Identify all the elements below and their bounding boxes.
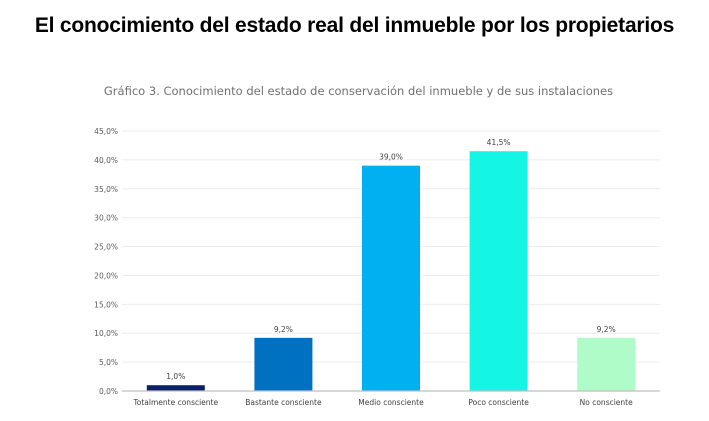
y-tick-label: 45,0% [94,127,118,136]
data-label: 1,0% [166,372,185,381]
y-tick-label: 30,0% [94,214,118,223]
y-tick-label: 40,0% [94,156,118,165]
bar [254,337,313,391]
y-tick-label: 5,0% [99,358,118,367]
bar [577,337,636,391]
x-tick-label: Totalmente consciente [132,398,218,407]
chart-title: Gráfico 3. Conocimiento del estado de co… [103,84,614,98]
y-tick-label: 20,0% [94,271,118,280]
x-tick-label: Poco consciente [468,398,529,407]
page-title: El conocimiento del estado real del inmu… [34,14,675,37]
x-tick-label: No consciente [580,398,633,407]
data-label: 39,0% [379,153,403,162]
x-tick-label: Medio consciente [358,398,424,407]
data-label: 41,5% [487,138,511,147]
bar [362,165,420,391]
bar [469,151,528,391]
data-label: 9,2% [597,325,616,334]
y-tick-label: 15,0% [94,300,118,309]
y-tick-label: 25,0% [94,243,118,252]
y-tick-label: 35,0% [94,185,118,194]
data-label: 9,2% [274,325,293,334]
y-tick-label: 0,0% [99,387,118,396]
x-tick-label: Bastante consciente [245,398,322,407]
y-tick-label: 10,0% [94,329,118,338]
bar [146,385,205,391]
